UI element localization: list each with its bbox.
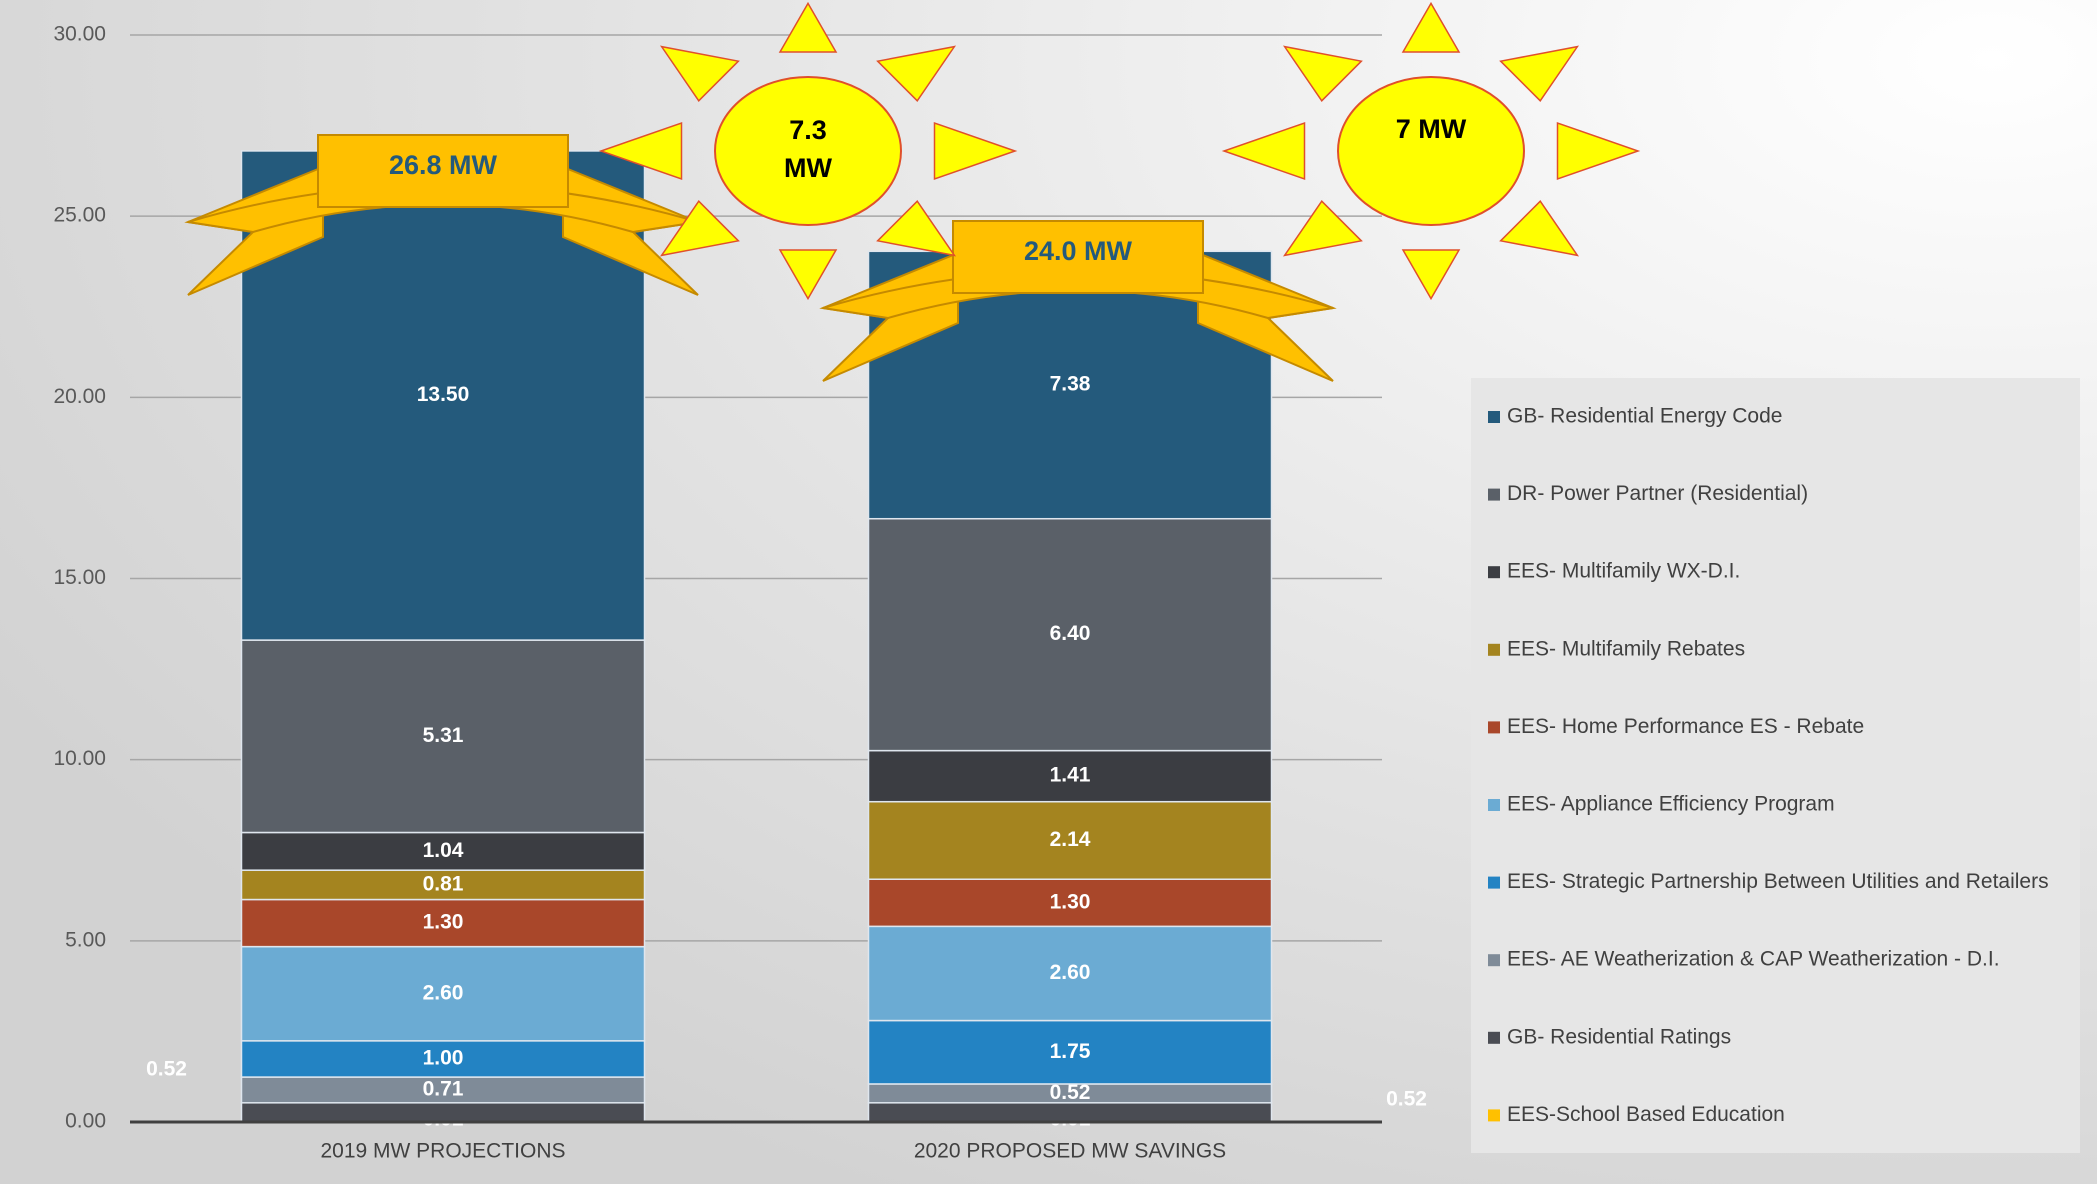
y-tick-label: 10.00: [53, 747, 106, 770]
legend-swatch: [1488, 799, 1500, 811]
legend-swatch: [1488, 721, 1500, 733]
legend-label: EES- AE Weatherization & CAP Weatherizat…: [1507, 948, 2000, 971]
value-label: 13.50: [417, 383, 470, 406]
y-tick-label: 5.00: [65, 928, 106, 951]
legend-label: GB- Residential Ratings: [1507, 1025, 1731, 1048]
bar-segment: [869, 1103, 1272, 1122]
x-tick-label: 2020 PROPOSED MW SAVINGS: [914, 1140, 1226, 1163]
legend-label: GB- Residential Energy Code: [1507, 405, 1782, 428]
annotation: MW: [784, 153, 832, 183]
legend-swatch: [1488, 877, 1500, 889]
value-label: 5.31: [423, 724, 464, 747]
legend-swatch: [1488, 566, 1500, 578]
y-tick-label: 15.00: [53, 566, 106, 589]
legend-label: DR- Power Partner (Residential): [1507, 482, 1808, 505]
value-label: 0.52: [1386, 1088, 1427, 1111]
value-label: 1.30: [1050, 890, 1091, 913]
y-tick-label: 20.00: [53, 385, 106, 408]
bar-segment: [242, 1103, 645, 1122]
value-label: 1.75: [1050, 1040, 1091, 1063]
value-label: 1.04: [423, 839, 464, 862]
annotation: 7 MW: [1396, 114, 1467, 144]
legend-label: EES- Multifamily WX-D.I.: [1507, 560, 1740, 583]
y-tick-label: 0.00: [65, 1110, 106, 1133]
legend-swatch: [1488, 1032, 1500, 1044]
value-label: 6.40: [1050, 622, 1091, 645]
value-label: 1.41: [1050, 764, 1091, 787]
value-label: 2.60: [1050, 961, 1091, 984]
sun: 7.3 MW: [601, 3, 1015, 298]
legend-swatch: [1488, 411, 1500, 423]
legend-label: EES- Home Performance ES - Rebate: [1507, 715, 1864, 738]
chart: 0.00 5.00 10.00 15.00 20.00 25.00 30.00 2019 MW…: [0, 0, 2097, 1184]
value-label: 0.71: [423, 1077, 464, 1100]
y-tick-label: 25.00: [53, 204, 106, 227]
legend-label: EES- Appliance Efficiency Program: [1507, 793, 1835, 816]
value-label: 7.38: [1050, 373, 1091, 396]
sun-disc: [1338, 77, 1524, 225]
value-label: 1.00: [423, 1047, 464, 1070]
value-label: 0.81: [423, 872, 464, 895]
value-label: 1.30: [423, 911, 464, 934]
y-tick-label: 30.00: [53, 23, 106, 46]
legend-swatch: [1488, 489, 1500, 501]
sun-disc: [715, 77, 901, 225]
value-label: 2.14: [1050, 828, 1091, 851]
legend-label: EES- Multifamily Rebates: [1507, 637, 1745, 660]
legend-swatch: [1488, 644, 1500, 656]
annotation: 7.3: [789, 115, 827, 145]
value-label: 0.52: [146, 1058, 187, 1081]
annotation: 24.0 MW: [1024, 236, 1133, 266]
x-tick-label: 2019 MW PROJECTIONS: [320, 1140, 565, 1163]
value-label: 2.60: [423, 981, 464, 1004]
legend-swatch: [1488, 1109, 1500, 1121]
legend-swatch: [1488, 954, 1500, 966]
sun: 7 MW: [1224, 3, 1638, 298]
legend-label: EES- Strategic Partnership Between Utili…: [1507, 870, 2049, 893]
annotation: 26.8 MW: [389, 150, 498, 180]
legend-label: EES-School Based Education: [1507, 1103, 1785, 1126]
